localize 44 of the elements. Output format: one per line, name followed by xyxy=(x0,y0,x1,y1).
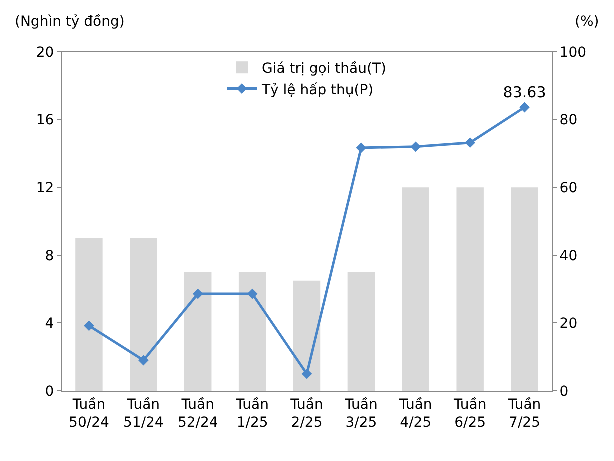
bar xyxy=(293,280,321,391)
data-label: 83.63 xyxy=(503,84,546,102)
y2-axis-title: (%) xyxy=(575,14,600,30)
bar xyxy=(456,188,484,391)
y2-tick-label: 0 xyxy=(560,384,569,400)
point xyxy=(356,142,367,154)
point xyxy=(84,320,94,332)
bar xyxy=(402,188,430,391)
y2-tick-label: 60 xyxy=(560,180,578,196)
bar xyxy=(348,272,376,391)
legend-label: Tỷ lệ hấp thụ(P) xyxy=(261,82,374,98)
bar xyxy=(184,272,212,391)
y-tick-label: 12 xyxy=(36,180,54,196)
point xyxy=(520,102,530,113)
x-tick-label: Tuần 51/24 xyxy=(123,396,164,431)
y-axis-title: (Nghìn tỷ đồng) xyxy=(15,14,125,30)
point xyxy=(302,368,312,380)
y-tick-label: 8 xyxy=(45,248,54,264)
x-tick-label: Tuần 50/24 xyxy=(69,396,110,431)
y2-tick-label: 40 xyxy=(560,248,578,264)
point xyxy=(410,142,422,152)
point xyxy=(138,355,149,366)
y2-tick-label: 80 xyxy=(560,112,578,129)
y2-tick-label: 100 xyxy=(560,44,587,61)
y-tick-label: 20 xyxy=(36,44,54,61)
point xyxy=(192,288,204,300)
x-tick-label: Tuần 52/24 xyxy=(178,396,218,431)
y-tick-label: 4 xyxy=(45,316,54,332)
y2-tick-label: 20 xyxy=(560,316,578,332)
x-tick-label: Tuần 7/25 xyxy=(507,396,542,431)
x-tick-label: Tuần 3/25 xyxy=(344,396,378,431)
legend-label: Giá trị gọi thầu(T) xyxy=(262,61,386,78)
bar xyxy=(130,238,158,391)
x-tick-label: Tuần 1/25 xyxy=(235,396,269,431)
point xyxy=(247,288,258,300)
bar xyxy=(238,272,266,391)
y-tick-label: 16 xyxy=(36,112,54,129)
bar xyxy=(76,238,103,391)
y-tick-label: 0 xyxy=(45,384,54,400)
bar xyxy=(511,188,538,391)
x-tick-label: Tuần 2/25 xyxy=(290,396,324,431)
x-tick-label: Tuần 6/25 xyxy=(452,396,487,431)
x-tick-label: Tuần 4/25 xyxy=(398,396,432,431)
point xyxy=(465,138,476,148)
